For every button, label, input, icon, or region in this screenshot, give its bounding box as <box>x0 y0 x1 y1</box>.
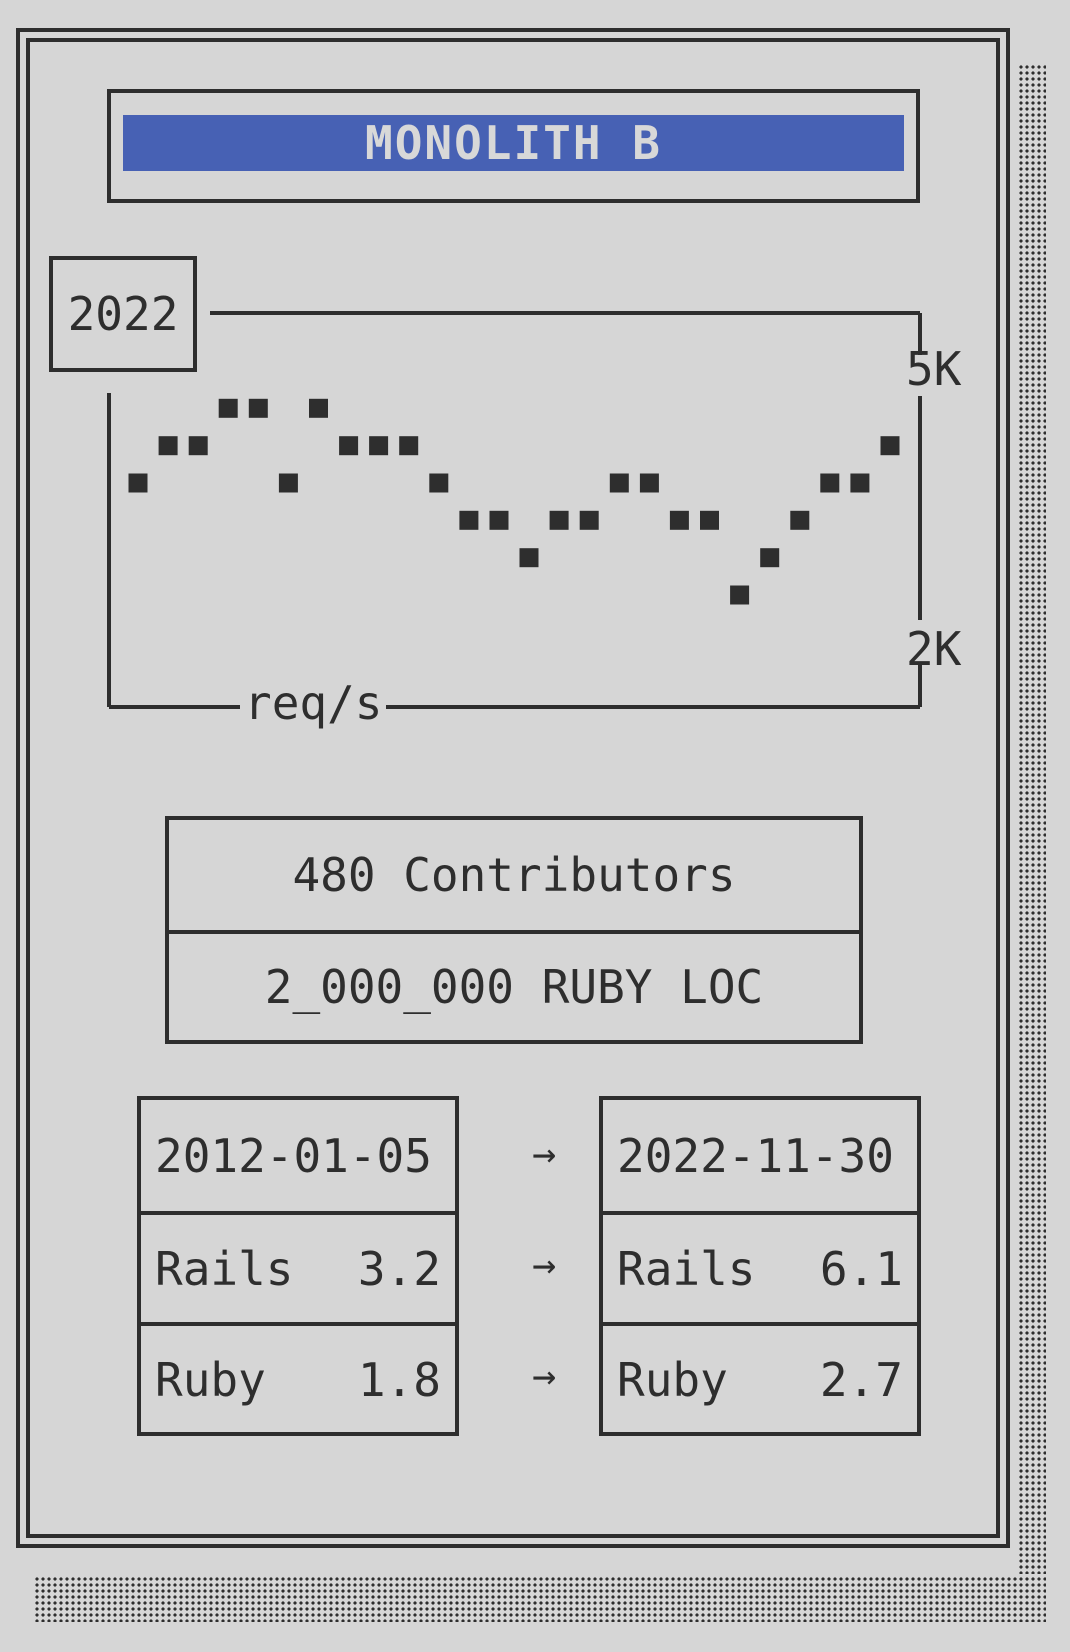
data-point <box>700 510 719 530</box>
data-point <box>760 548 780 568</box>
chart-points <box>128 398 900 605</box>
from-ruby-row: Ruby 1.8 <box>141 1322 455 1433</box>
to-rails-row: Rails 6.1 <box>603 1211 917 1322</box>
data-point <box>459 510 479 530</box>
data-point <box>248 398 268 418</box>
data-point <box>790 510 810 530</box>
from-rails-label: Rails <box>155 1241 294 1296</box>
contributors-count: 480 Contributors <box>292 848 736 902</box>
data-point <box>880 436 900 456</box>
data-point <box>609 473 629 493</box>
from-ruby-version: 1.8 <box>357 1352 441 1407</box>
version-table-to: 2022-11-30 Rails 6.1 Ruby 2.7 <box>599 1096 921 1436</box>
to-rails-label: Rails <box>617 1241 756 1296</box>
y-tick-min: 2K <box>906 622 962 676</box>
data-point <box>188 436 208 456</box>
ruby-arrow: → <box>531 1353 557 1399</box>
page-title: MONOLITH B <box>123 115 904 171</box>
to-ruby-row: Ruby 2.7 <box>603 1322 917 1433</box>
data-point <box>730 585 750 605</box>
to-date: 2022-11-30 <box>617 1128 894 1183</box>
from-rails-version: 3.2 <box>357 1241 441 1296</box>
title-box <box>107 89 920 203</box>
data-point <box>639 473 659 493</box>
from-date-row: 2012-01-05 <box>141 1100 455 1211</box>
y-tick-max: 5K <box>906 342 962 396</box>
from-ruby-label: Ruby <box>155 1352 266 1407</box>
data-point <box>669 510 689 530</box>
rails-arrow: → <box>531 1242 557 1288</box>
data-point <box>429 473 449 493</box>
from-date: 2012-01-05 <box>155 1128 432 1183</box>
date-arrow: → <box>531 1131 557 1177</box>
data-point <box>278 473 298 493</box>
from-rails-row: Rails 3.2 <box>141 1211 455 1322</box>
data-point <box>218 398 238 418</box>
y-axis-label: req/s <box>240 680 387 726</box>
data-point <box>309 398 328 418</box>
data-point <box>128 473 148 493</box>
to-ruby-version: 2.7 <box>819 1352 903 1407</box>
data-point <box>820 473 840 493</box>
data-point <box>850 473 870 493</box>
window-frame-inner <box>26 38 1000 1538</box>
to-ruby-label: Ruby <box>617 1352 728 1407</box>
chart-frame <box>107 311 922 709</box>
ruby-loc-count: 2_000_000 RUBY LOC <box>169 930 859 1040</box>
data-point <box>369 436 389 456</box>
data-point <box>399 436 419 456</box>
chart-year-label: 2022 <box>49 256 197 372</box>
version-table-from: 2012-01-05 Rails 3.2 Ruby 1.8 <box>137 1096 459 1436</box>
data-point <box>579 510 599 530</box>
data-point <box>158 436 178 456</box>
data-point <box>519 548 539 568</box>
window-shadow-right <box>1018 64 1046 1574</box>
stats-box: 480 Contributors 2_000_000 RUBY LOC <box>165 816 863 1044</box>
to-rails-version: 6.1 <box>819 1241 903 1296</box>
to-date-row: 2022-11-30 <box>603 1100 917 1211</box>
data-point <box>339 436 359 456</box>
window-frame-outer <box>16 28 1010 1548</box>
data-point <box>489 510 509 530</box>
data-point <box>549 510 569 530</box>
window-shadow-bottom <box>34 1576 1046 1622</box>
